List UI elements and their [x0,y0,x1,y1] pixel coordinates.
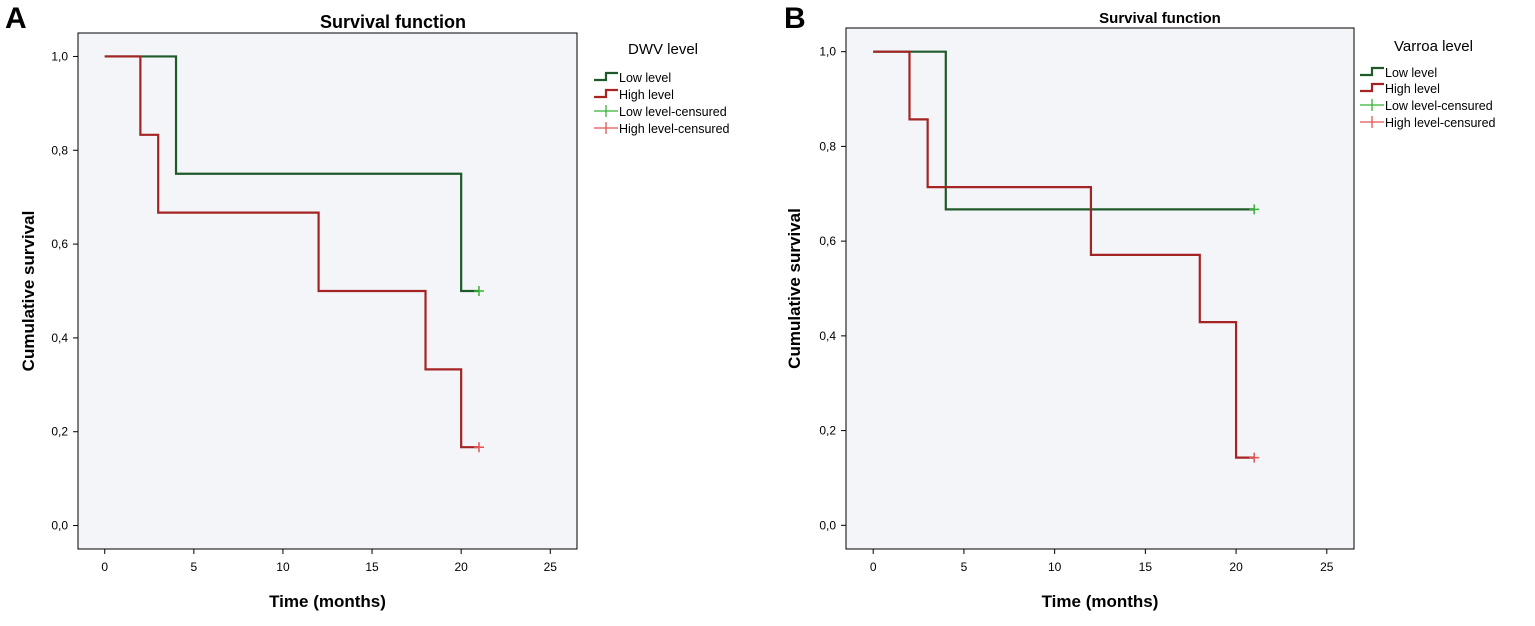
y-tick-label: 0,6 [51,237,68,251]
x-tick-label: 0 [870,560,877,574]
x-tick-label: 25 [544,560,558,574]
low-level-survival-line [104,55,479,293]
high-level-survival-line [873,50,1255,459]
y-tick-label: 0,8 [819,139,836,153]
x-tick-label: 5 [190,560,197,574]
legend-high-level-swatch [1360,82,1384,93]
legend-low-level-censured-label: Low level-censured [1385,99,1493,113]
legend-low-level-swatch [1360,66,1384,77]
y-tick-label: 0,2 [819,424,836,438]
chart-title: Survival function [320,12,466,32]
panel-letter-a: A [5,2,27,35]
y-axis-label: Cumulative survival [19,211,38,372]
y-tick-label: 0,4 [51,331,68,345]
legend-low-level-censured-label: Low level-censured [619,105,727,119]
panel-a: A Survival function 0,0 0,2 0,4 0,6 0,8 1,0 0 5 1… [5,2,730,611]
legend-high-level-censured-swatch [1360,116,1384,128]
legend-high-level-censured-swatch [594,122,618,134]
x-tick-label: 20 [1229,560,1243,574]
x-tick-label: 10 [276,560,290,574]
legend-title: Varroa level [1394,38,1473,55]
legend-high-level-label: High level [1385,82,1440,96]
high-level-censored-marker [473,442,484,453]
x-tick-label: 15 [365,560,379,574]
survival-chart-dwv: Survival function 0,0 0,2 0,4 0,6 0,8 1,0 0 5 10 1… [19,12,730,611]
y-tick-label: 0,6 [819,234,836,248]
legend-high-level-censured-label: High level-censured [1385,116,1496,130]
legend-low-level-censured-swatch [594,105,618,117]
legend-low-level-label: Low level [619,71,671,85]
legend-title: DWV level [628,41,698,58]
legend-high-level-label: High level [619,88,674,102]
chart-title: Survival function [1099,10,1221,27]
legend-high-level-censured-label: High level-censured [619,122,730,136]
y-tick-label: 0,0 [819,518,836,532]
low-level-censored-marker [473,286,484,296]
x-axis-label: Time (months) [1042,592,1159,611]
y-tick-label: 0,0 [51,519,68,533]
survival-chart-varroa: Survival function 0,0 0,2 0,4 0,6 0,8 1,0 0 5 10 1… [785,10,1496,611]
plot-area [845,27,1355,550]
x-tick-label: 15 [1139,560,1153,574]
panel-b: B Survival function 0,0 0,2 0,4 0,6 0,8 1,0 0 5 1… [768,0,1535,626]
x-tick-label: 0 [101,560,108,574]
y-tick-label: 0,8 [51,143,68,157]
legend-high-level-swatch [594,88,618,99]
y-tick-label: 1,0 [51,49,68,63]
high-level-censored-marker [1249,452,1260,463]
x-tick-label: 25 [1320,560,1334,574]
legend-low-level-label: Low level [1385,66,1437,80]
x-tick-label: 10 [1048,560,1062,574]
panel-letter-b: B [784,2,806,35]
y-tick-label: 0,4 [819,329,836,343]
x-tick-label: 5 [961,560,968,574]
x-axis-label: Time (months) [269,592,386,611]
x-tick-label: 20 [454,560,468,574]
high-level-survival-line [104,55,479,449]
legend-low-level-censured-swatch [1360,99,1384,111]
legend-low-level-swatch [594,71,618,82]
y-axis-label: Cumulative survival [785,208,804,369]
y-tick-label: 1,0 [819,45,836,59]
low-level-censored-marker [1249,204,1260,215]
y-tick-label: 0,2 [51,425,68,439]
